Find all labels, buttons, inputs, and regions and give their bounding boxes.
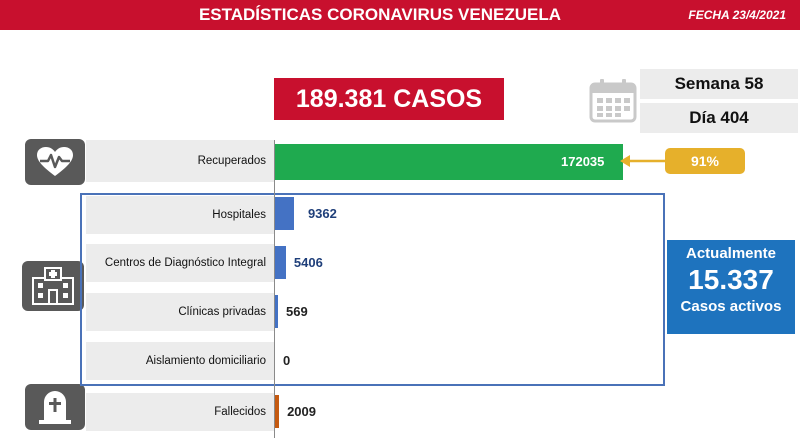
bar-hospitales <box>275 197 294 230</box>
active-label-top: Actualmente <box>685 245 777 262</box>
value-hospitales: 9362 <box>307 205 337 221</box>
label-hospitales: Hospitales <box>86 196 274 234</box>
label-clinicas: Clínicas privadas <box>86 293 274 331</box>
bar-clinicas <box>275 295 278 328</box>
label-aislamiento: Aislamiento domiciliario <box>86 342 274 380</box>
active-cases-box: Actualmente 15.337 Casos activos <box>667 240 795 334</box>
value-recuperados: 172035 <box>561 154 605 169</box>
label-centros: Centros de Diagnóstico Integral <box>86 244 274 282</box>
hospital-building-icon <box>22 261 84 311</box>
page-title: ESTADÍSTICAS CORONAVIRUS VENEZUELA <box>198 5 562 24</box>
day-counter: Día 404 <box>640 103 798 133</box>
tombstone-icon <box>25 384 85 430</box>
value-clinicas: 569 <box>286 303 308 319</box>
hospitalization-group-frame <box>80 193 665 386</box>
recovered-percent-badge: 91% <box>665 148 745 174</box>
value-fallecidos: 2009 <box>287 403 316 419</box>
active-label-bottom: Casos activos <box>680 298 782 315</box>
calendar-icon <box>589 79 637 123</box>
week-counter: Semana 58 <box>640 69 798 99</box>
arrow-left-icon <box>620 155 666 167</box>
chart-axis <box>274 140 275 438</box>
heart-pulse-icon <box>25 139 85 185</box>
header-banner <box>0 0 800 30</box>
bar-fallecidos <box>275 395 280 428</box>
bar-centros <box>275 246 286 279</box>
label-recuperados: Recuperados <box>86 140 274 182</box>
label-fallecidos: Fallecidos <box>86 393 274 431</box>
value-centros: 5406 <box>293 254 323 270</box>
total-cases-box: 189.381 CASOS <box>274 78 504 120</box>
value-aislamiento: 0 <box>283 352 291 368</box>
active-cases-value: 15.337 <box>688 264 774 295</box>
bar-recuperados <box>275 144 623 180</box>
report-date: FECHA 23/4/2021 <box>688 8 786 22</box>
